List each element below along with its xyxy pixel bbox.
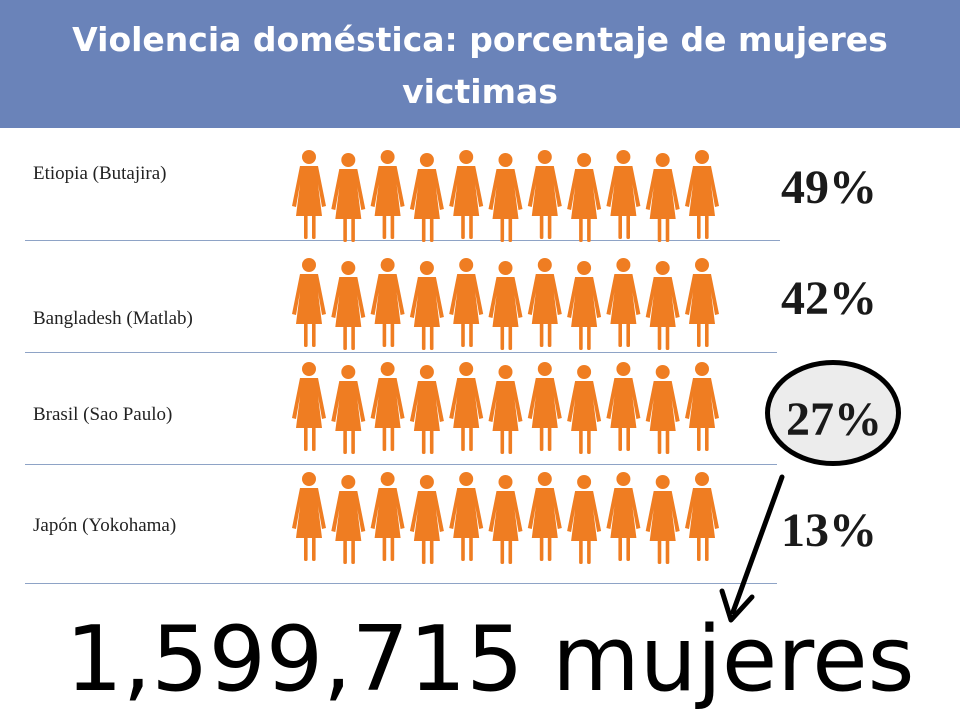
woman-figure-icon bbox=[488, 153, 523, 242]
woman-figure-icon bbox=[292, 150, 326, 239]
woman-figure-icon bbox=[409, 261, 444, 350]
row-divider bbox=[25, 583, 777, 584]
value-label-brasil: 27% bbox=[786, 393, 882, 446]
woman-figure-icon bbox=[409, 153, 444, 242]
title-banner: Violencia doméstica: porcentaje de mujer… bbox=[0, 0, 960, 128]
woman-figure-icon bbox=[488, 365, 523, 454]
row-divider bbox=[25, 464, 777, 465]
woman-figure-icon bbox=[645, 365, 680, 454]
woman-figure-icon bbox=[449, 362, 484, 451]
woman-figure-icon bbox=[331, 153, 366, 242]
woman-figure-icon bbox=[370, 150, 405, 239]
page-title: Violencia doméstica: porcentaje de mujer… bbox=[72, 20, 888, 111]
woman-figure-icon bbox=[645, 261, 680, 350]
woman-figure-icon bbox=[685, 258, 719, 347]
woman-figure-icon bbox=[527, 150, 562, 239]
woman-figure-icon bbox=[370, 472, 405, 561]
woman-figure-icon bbox=[567, 365, 602, 454]
woman-figure-icon bbox=[685, 472, 719, 561]
woman-figure-icon bbox=[527, 472, 562, 561]
row-label-etiopia: Etiopia (Butajira) bbox=[33, 163, 167, 184]
woman-figure-icon bbox=[449, 150, 484, 239]
woman-figure-icon bbox=[527, 258, 562, 347]
woman-figure-icon bbox=[292, 472, 326, 561]
woman-figure-icon bbox=[567, 153, 602, 242]
woman-figure-icon bbox=[645, 475, 680, 564]
value-label-bangladesh: 42% bbox=[781, 272, 877, 325]
woman-figure-icon bbox=[527, 362, 562, 451]
row-label-brasil: Brasil (Sao Paulo) bbox=[33, 404, 173, 425]
woman-figure-icon bbox=[685, 150, 719, 239]
row-label-bangladesh: Bangladesh (Matlab) bbox=[33, 308, 193, 329]
woman-figure-icon bbox=[292, 258, 326, 347]
woman-figure-icon bbox=[488, 261, 523, 350]
woman-figure-icon bbox=[449, 472, 484, 561]
total-women-count: 1,599,715 mujeres bbox=[65, 607, 915, 712]
woman-figure-icon bbox=[488, 475, 523, 564]
value-label-etiopia: 49% bbox=[781, 161, 877, 214]
highlight-oval bbox=[765, 360, 901, 466]
value-label-japon: 13% bbox=[781, 504, 877, 557]
woman-figure-icon bbox=[331, 365, 366, 454]
woman-figure-icon bbox=[567, 261, 602, 350]
woman-figure-icon bbox=[606, 258, 641, 347]
woman-figure-icon bbox=[409, 475, 444, 564]
woman-figure-icon bbox=[645, 153, 680, 242]
woman-figure-icon bbox=[449, 258, 484, 347]
woman-figure-icon bbox=[331, 261, 366, 350]
woman-figure-icon bbox=[409, 365, 444, 454]
woman-figure-icon bbox=[331, 475, 366, 564]
row-divider bbox=[25, 352, 777, 353]
woman-figure-icon bbox=[370, 362, 405, 451]
woman-figure-icon bbox=[685, 362, 719, 451]
woman-figure-icon bbox=[606, 472, 641, 561]
row-divider bbox=[25, 240, 780, 241]
woman-figure-icon bbox=[606, 362, 641, 451]
row-label-japon: Japón (Yokohama) bbox=[33, 515, 177, 536]
woman-figure-icon bbox=[292, 362, 326, 451]
woman-figure-icon bbox=[567, 475, 602, 564]
woman-figure-icon bbox=[606, 150, 641, 239]
woman-figure-icon bbox=[370, 258, 405, 347]
